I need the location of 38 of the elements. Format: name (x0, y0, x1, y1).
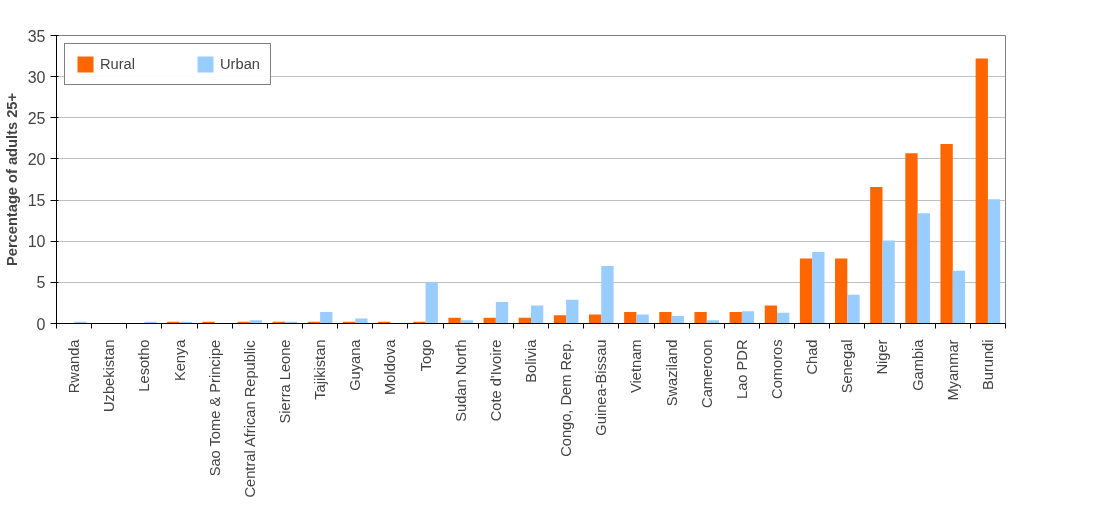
x-tick-label: Congo, Dem Rep. (558, 339, 575, 457)
x-tick-label: Moldova (382, 338, 399, 395)
x-tick-label: Lesotho (136, 339, 153, 392)
legend-label: Rural (100, 56, 136, 72)
y-tick-label: 35 (27, 27, 46, 45)
y-tick-label: 25 (27, 109, 46, 127)
x-tick-label: Bolivia (523, 338, 539, 383)
y-tick-label: 0 (36, 315, 46, 333)
y-tick-label: 5 (36, 274, 46, 292)
x-tick-label: Sierra Leone (276, 339, 293, 424)
y-tick-label: 30 (27, 68, 46, 86)
x-tick-label: Swaziland (663, 339, 680, 407)
y-tick-label: 20 (27, 150, 46, 168)
x-tick-label: Cote d'Ivoire (487, 339, 504, 422)
x-tick-label: Sudan North (452, 339, 469, 422)
x-tick-label: Burundi (979, 339, 996, 391)
x-tick-label: Lao PDR (733, 339, 750, 399)
x-tick-label: Guyana (347, 338, 364, 391)
x-tick-label: Niger (874, 339, 891, 375)
x-tick-label: Vietnam (628, 339, 645, 393)
x-tick-label: Central African Republic (241, 340, 258, 498)
x-tick-label: Myanmar (944, 339, 961, 401)
x-tick-label: Kenya (171, 338, 188, 382)
x-tick-label: Comoros (769, 339, 786, 399)
y-tick-label: 10 (27, 233, 46, 251)
x-tick-label: Togo (417, 339, 434, 372)
x-tick-label: Senegal (839, 339, 856, 394)
x-tick-label: Gambia (909, 338, 926, 391)
x-tick-label: Cameroon (698, 339, 715, 408)
x-tick-label: Rwanda (66, 338, 83, 394)
x-tick-label: Guinea-Bissau (593, 339, 610, 436)
y-tick-label: 15 (27, 192, 46, 210)
x-tick-label: Tajikistan (312, 339, 329, 400)
x-tick-label: Sao Tome & Principe (206, 339, 223, 477)
x-tick-label: Chad (804, 339, 821, 375)
x-tick-label: Uzbekistan (101, 339, 118, 412)
y-axis-title: Percentage of adults 25+ (3, 92, 20, 267)
legend-label: Urban (220, 56, 260, 72)
